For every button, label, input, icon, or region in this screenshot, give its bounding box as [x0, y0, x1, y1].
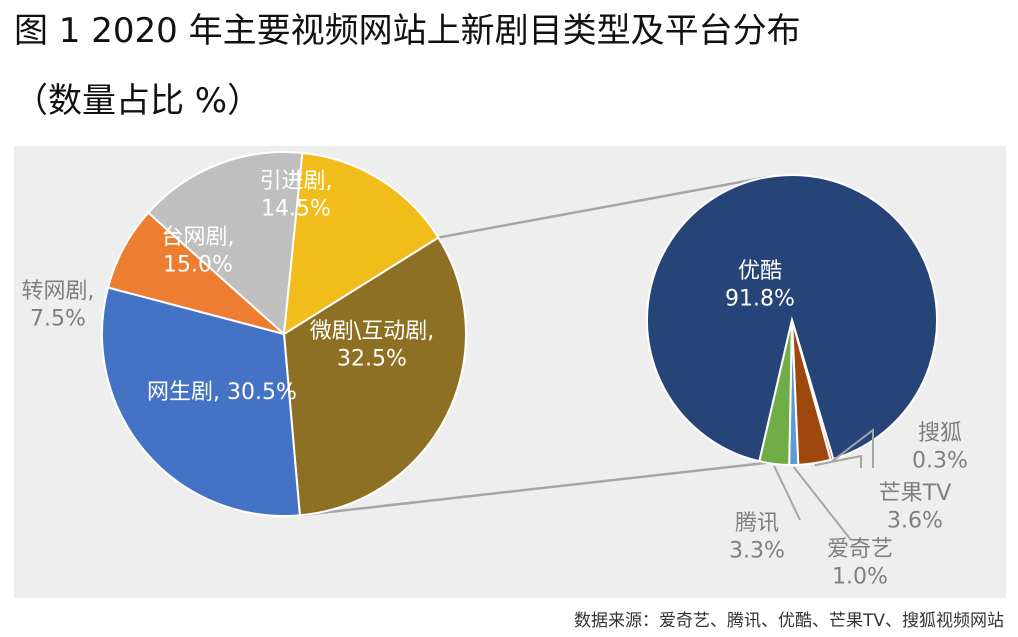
- label-youku: 优酷 91.8%: [725, 259, 795, 312]
- label-imported-drama: 引进剧, 14.5%: [260, 169, 333, 222]
- main-pie-slice-4: [282, 151, 440, 336]
- label-microdrama: 微剧\互动剧, 32.5%: [310, 319, 434, 372]
- connector-lines: [299, 175, 768, 517]
- connector-line-1: [299, 461, 767, 517]
- secondary-pie-slice-0: [646, 174, 938, 463]
- data-labels: 微剧\互动剧, 32.5% 网生剧, 30.5% 转网剧, 7.5% 台网剧, 15.0% 引…: [22, 169, 968, 590]
- label-mango-tv: 芒果TV 3.6%: [879, 481, 952, 534]
- label-tv-web-drama: 台网剧, 15.0%: [162, 225, 235, 278]
- label-tencent: 腾讯 3.3%: [729, 511, 785, 564]
- main-pie-slice-3: [146, 151, 304, 337]
- label-web-drama: 网生剧, 30.5%: [147, 380, 297, 405]
- label-sohu: 搜狐 0.3%: [912, 421, 968, 474]
- label-transfer-drama: 转网剧, 7.5%: [22, 279, 95, 332]
- secondary-pie: [646, 174, 938, 466]
- chart-title-line2: （数量占比 %）: [14, 81, 262, 121]
- leader-iqiyi: [792, 466, 852, 541]
- source-note: 数据来源：爱奇艺、腾讯、优酷、芒果TV、搜狐视频网站: [573, 611, 1004, 631]
- secondary-pie-slice-4: [758, 319, 793, 466]
- main-pie-slice-1: [101, 286, 301, 517]
- main-pie-slice-0: [282, 236, 467, 517]
- connector-line-0: [438, 175, 768, 239]
- leader-mango-tv: [814, 454, 862, 468]
- chart-title-line1: 图 1 2020 年主要视频网站上新剧目类型及平台分布: [14, 11, 801, 51]
- label-iqiyi: 爱奇艺 1.0%: [827, 537, 893, 590]
- leader-tencent: [773, 465, 801, 521]
- leader-sohu: [831, 427, 874, 468]
- main-pie: [101, 151, 467, 517]
